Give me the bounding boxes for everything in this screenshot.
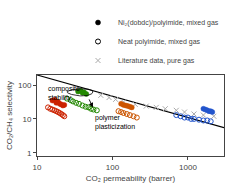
svg-text:100: 100 (18, 81, 32, 90)
svg-text:1: 1 (27, 149, 32, 158)
svg-text:CO₂ permeability (barrer): CO₂ permeability (barrer) (86, 174, 176, 183)
svg-text:1000: 1000 (179, 163, 197, 172)
svg-text:compositestability: compositestability (48, 85, 80, 102)
svg-text:100: 100 (106, 163, 120, 172)
svg-text:Neat polyimide, mixed gas: Neat polyimide, mixed gas (118, 38, 201, 46)
svg-text:Literature data, pure gas: Literature data, pure gas (118, 57, 195, 65)
svg-text:polymerplasticization: polymerplasticization (95, 114, 135, 131)
svg-text:Ni₂(dobdc)/polyimide, mixed ga: Ni₂(dobdc)/polyimide, mixed gas (118, 19, 219, 27)
svg-text:10: 10 (22, 115, 31, 124)
svg-text:CO₂/CH₄ selectivity: CO₂/CH₄ selectivity (5, 81, 14, 150)
svg-text:10: 10 (33, 163, 42, 172)
